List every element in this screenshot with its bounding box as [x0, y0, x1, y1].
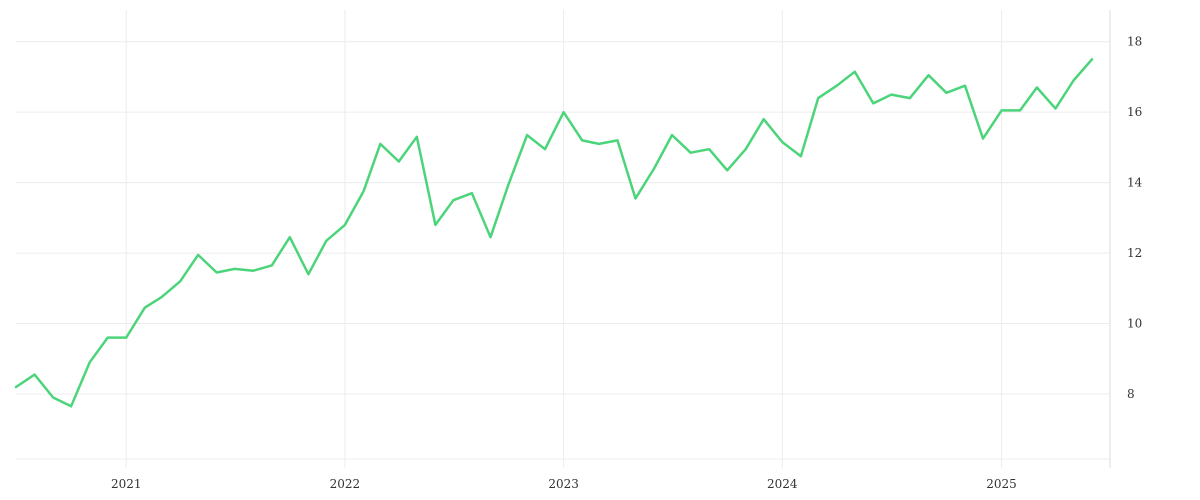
data-point	[963, 84, 967, 88]
y-gridlines	[16, 41, 1110, 460]
y-tick-label: 12	[1127, 246, 1142, 260]
data-point	[762, 117, 766, 121]
data-point	[143, 306, 147, 310]
y-tick-label: 14	[1127, 176, 1143, 190]
y-tick-label: 8	[1127, 387, 1135, 401]
data-point	[889, 93, 893, 97]
data-point	[1035, 86, 1039, 90]
data-point	[343, 223, 347, 227]
data-point	[507, 182, 511, 186]
data-point	[362, 189, 366, 193]
data-point	[580, 138, 584, 142]
data-point	[106, 336, 110, 340]
data-point	[397, 160, 401, 164]
data-point	[816, 96, 820, 100]
data-point	[160, 295, 164, 299]
data-point	[1018, 108, 1022, 112]
data-point	[689, 151, 693, 155]
x-tick-label: 2022	[330, 477, 361, 491]
data-point	[780, 140, 784, 144]
data-point	[927, 73, 931, 77]
y-tick-labels: 8 10 12 14 16 18	[1127, 35, 1143, 401]
data-point	[415, 135, 419, 139]
data-point	[196, 253, 200, 257]
data-point	[525, 133, 529, 137]
data-point	[597, 142, 601, 146]
data-point	[725, 168, 729, 172]
series-line	[14, 58, 1094, 408]
y-tick-label: 18	[1127, 35, 1142, 49]
data-point	[124, 336, 128, 340]
data-point	[1090, 57, 1094, 61]
data-point	[306, 272, 310, 276]
x-tick-label: 2021	[111, 477, 142, 491]
data-point	[33, 373, 37, 377]
data-point	[670, 133, 674, 137]
data-point	[799, 154, 803, 158]
x-tick-label: 2024	[767, 477, 798, 491]
x-tick-label: 2025	[986, 477, 1017, 491]
data-point	[944, 91, 948, 95]
data-point	[470, 191, 474, 195]
data-point	[1054, 107, 1058, 111]
data-point	[51, 396, 55, 400]
data-point	[69, 404, 73, 408]
data-point	[871, 101, 875, 105]
data-point	[707, 147, 711, 151]
data-point	[562, 110, 566, 114]
data-point	[451, 198, 455, 202]
data-point	[288, 235, 292, 239]
data-point	[835, 84, 839, 88]
x-tick-label: 2023	[548, 477, 579, 491]
y-tick-label: 10	[1127, 317, 1142, 331]
data-point	[1000, 108, 1004, 112]
data-point	[853, 70, 857, 74]
y-tick-label: 16	[1127, 105, 1142, 119]
data-point	[88, 360, 92, 364]
data-point	[616, 138, 620, 142]
x-tick-labels: 2021 2022 2023 2024 2025	[111, 477, 1017, 491]
data-point	[433, 223, 437, 227]
data-point	[744, 147, 748, 151]
data-point	[251, 269, 255, 273]
x-gridlines	[125, 10, 1003, 468]
data-point	[14, 385, 18, 389]
data-point	[178, 279, 182, 283]
data-point	[215, 271, 219, 275]
data-point	[270, 263, 274, 267]
data-point	[1072, 79, 1076, 83]
data-point	[652, 167, 656, 171]
data-point	[324, 239, 328, 243]
data-point	[981, 137, 985, 141]
data-point	[543, 147, 547, 151]
data-point	[908, 96, 912, 100]
data-point	[489, 235, 493, 239]
data-point	[233, 267, 237, 271]
data-point	[634, 197, 638, 201]
series-points	[14, 57, 1094, 408]
data-point	[378, 142, 382, 146]
